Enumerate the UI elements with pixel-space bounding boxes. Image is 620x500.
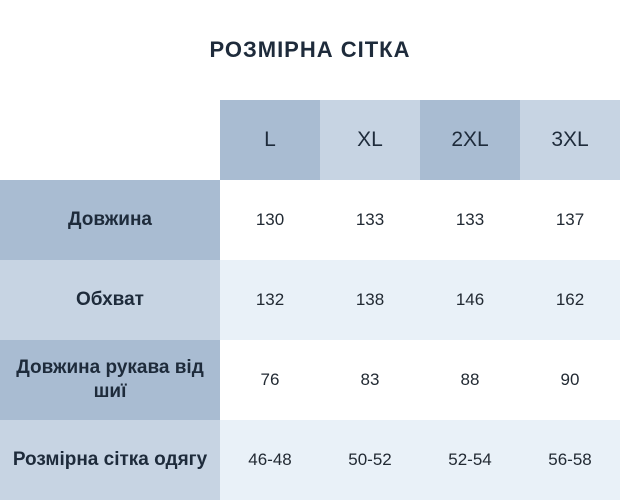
table-cell: 132 <box>220 260 320 340</box>
table-cell: 138 <box>320 260 420 340</box>
row-label-girth: Обхват <box>0 260 220 340</box>
size-table: L XL 2XL 3XL Довжина 130 133 133 137 Обх… <box>0 100 620 500</box>
corner-cell <box>0 100 220 180</box>
table-cell: 90 <box>520 340 620 420</box>
column-header-xl: XL <box>320 100 420 180</box>
table-cell: 52-54 <box>420 420 520 500</box>
row-label-length: Довжина <box>0 180 220 260</box>
table-cell: 130 <box>220 180 320 260</box>
table-cell: 56-58 <box>520 420 620 500</box>
page-title: РОЗМІРНА СІТКА <box>209 37 411 62</box>
column-header-l: L <box>220 100 320 180</box>
table-cell: 88 <box>420 340 520 420</box>
table-cell: 76 <box>220 340 320 420</box>
table-cell: 46-48 <box>220 420 320 500</box>
table-cell: 50-52 <box>320 420 420 500</box>
column-header-3xl: 3XL <box>520 100 620 180</box>
table-cell: 137 <box>520 180 620 260</box>
table-cell: 162 <box>520 260 620 340</box>
row-label-sleeve-length: Довжина рукава від шиї <box>0 340 220 420</box>
table-cell: 133 <box>320 180 420 260</box>
table-cell: 83 <box>320 340 420 420</box>
table-cell: 146 <box>420 260 520 340</box>
row-label-clothing-size: Розмірна сітка одягу <box>0 420 220 500</box>
column-header-2xl: 2XL <box>420 100 520 180</box>
table-cell: 133 <box>420 180 520 260</box>
